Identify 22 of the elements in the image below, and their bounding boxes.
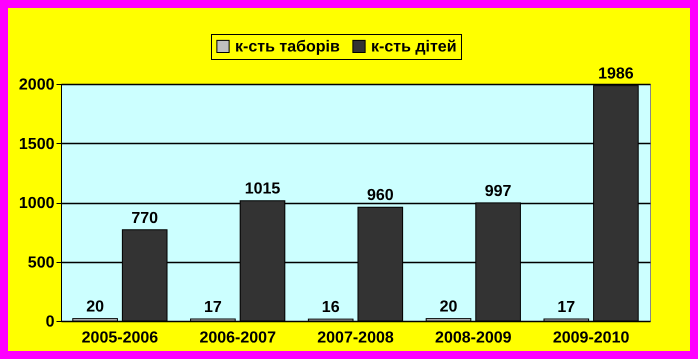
y-tick-label: 1000 <box>18 195 55 212</box>
y-tick-label: 2000 <box>18 76 55 94</box>
x-tick-label: 2005-2006 <box>82 330 158 346</box>
x-tick-label: 2007-2008 <box>317 330 394 346</box>
y-tick-label: 0 <box>46 314 55 330</box>
legend-label: к-сть дітей <box>371 38 457 56</box>
x-tick-label: 2006-2007 <box>199 330 276 346</box>
data-label: 17 <box>204 298 222 316</box>
y-tick-label: 1500 <box>18 136 55 153</box>
data-label: 770 <box>131 210 158 227</box>
data-label: 17 <box>557 298 576 316</box>
x-tick-label: 2009-2010 <box>552 330 630 346</box>
data-label: 16 <box>322 299 340 316</box>
legend-label: к-сть таборів <box>235 38 340 56</box>
data-label: 1015 <box>244 180 280 198</box>
data-label: 960 <box>366 187 394 204</box>
x-tick-label: 2008-2009 <box>435 330 512 346</box>
data-label: 20 <box>440 298 458 316</box>
data-label: 1986 <box>598 66 634 83</box>
y-tick-label: 500 <box>28 254 55 272</box>
data-label: 20 <box>86 298 104 316</box>
data-label: 997 <box>484 182 512 200</box>
